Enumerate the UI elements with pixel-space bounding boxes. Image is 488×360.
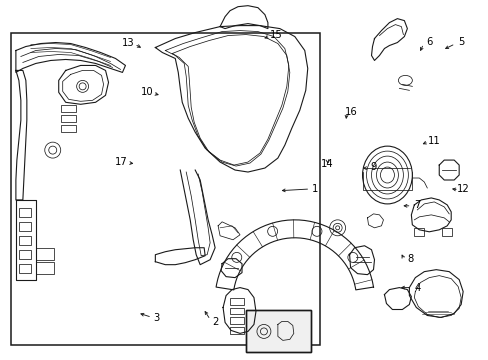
- Text: 16: 16: [345, 107, 357, 117]
- Text: 1: 1: [311, 184, 318, 194]
- Bar: [36, 248, 54, 260]
- Text: 2: 2: [212, 317, 218, 327]
- Text: 8: 8: [406, 254, 412, 264]
- Text: 10: 10: [141, 87, 153, 97]
- Text: 15: 15: [269, 30, 282, 40]
- Bar: [61, 115, 76, 122]
- Bar: [229, 328, 244, 334]
- Bar: [36, 262, 54, 274]
- Bar: [441, 228, 451, 236]
- Text: 3: 3: [153, 313, 160, 323]
- Bar: [413, 228, 424, 236]
- Text: 4: 4: [413, 283, 420, 293]
- Bar: [245, 310, 310, 352]
- Bar: [229, 298, 244, 305]
- Text: 6: 6: [426, 37, 432, 47]
- Text: 11: 11: [427, 136, 440, 145]
- Bar: [19, 236, 31, 245]
- Bar: [229, 318, 244, 324]
- Bar: [19, 250, 31, 259]
- Bar: [11, 33, 319, 345]
- Bar: [19, 222, 31, 231]
- Bar: [229, 307, 244, 315]
- Text: 12: 12: [456, 184, 469, 194]
- Text: 5: 5: [457, 37, 464, 47]
- Bar: [19, 264, 31, 273]
- Text: 13: 13: [122, 38, 135, 48]
- Bar: [245, 310, 310, 352]
- Bar: [61, 125, 76, 132]
- Text: 17: 17: [115, 157, 128, 167]
- Text: 7: 7: [413, 200, 420, 210]
- Text: 9: 9: [369, 162, 376, 172]
- Text: 14: 14: [320, 159, 333, 169]
- Bar: [19, 208, 31, 217]
- Bar: [61, 105, 76, 112]
